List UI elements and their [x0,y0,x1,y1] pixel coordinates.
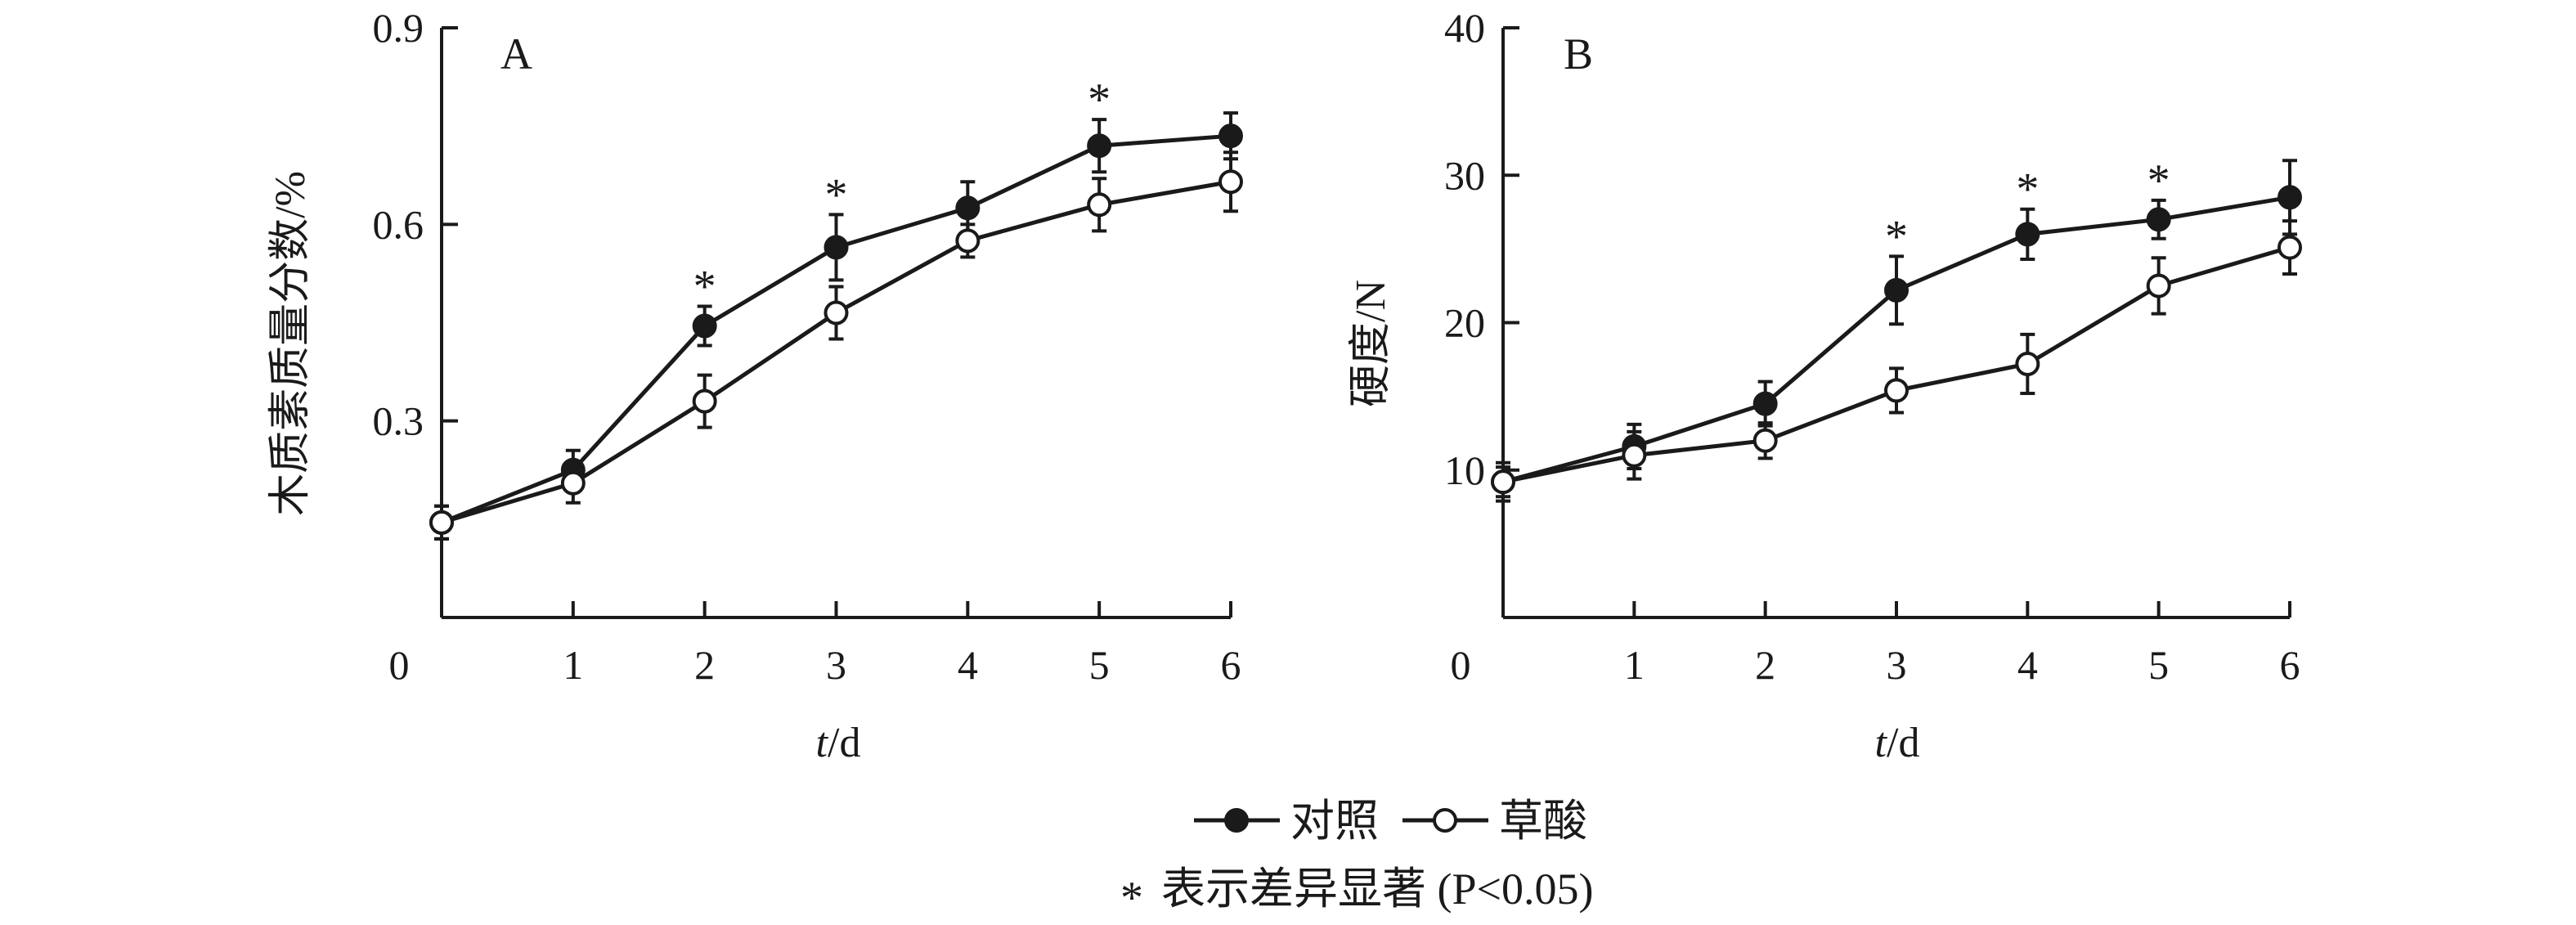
panel-a-significance-star: * [1088,74,1111,125]
panel-b-oxalic-point [2146,273,2171,299]
panel-b-x-tick-label: 1 [1624,642,1645,688]
panel-b-control-point [1752,391,1778,416]
legend-oxalic-marker [1433,808,1457,833]
panel-b-oxalic-point [1491,469,1515,495]
panel-b-label: B [1564,29,1593,79]
panel-a-x-tick-label: 6 [1221,642,1241,688]
panel-a-oxalic-point [1087,192,1112,218]
panel-b-oxalic-point [1884,378,1909,403]
panel-b-significance-star: * [2016,164,2039,215]
legend-control-marker [1224,808,1249,833]
panel-b-x-tick-label: 0 [1451,642,1471,688]
panel-a-significance-star: * [693,261,716,312]
panel-a-control-point [1218,123,1243,149]
panel-a-x-title-italic: t [816,720,829,766]
panel-b-y-tick-label: 10 [1444,447,1485,493]
panel-a-oxalic-point [692,388,717,414]
panel-b-x-title-italic: t [1875,720,1888,766]
panel-b-significance-star: * [2147,155,2170,206]
panel-b-x-tick-label: 2 [1755,642,1775,688]
legend: 对照 草酸 * 表示差异显著 (P<0.05) [1120,797,1593,923]
panel-a-x-tick-label: 3 [826,642,846,688]
legend-significance-note: 表示差异显著 (P<0.05) [1161,864,1593,914]
panel-b-y-tick-label: 20 [1444,300,1485,346]
panel-b-significance-star: * [1885,211,1908,262]
panel-a-y-tick-label: 0.3 [373,398,424,444]
panel-a-oxalic-point [1218,169,1243,195]
panel-b-control-point [1884,277,1909,303]
panel-b-control-point [2146,207,2171,232]
panel-a-x-title-unit: /d [828,720,860,766]
panel-a-control-point [1087,133,1112,159]
legend-oxalic-label: 草酸 [1499,797,1587,846]
legend-significance-star: * [1120,873,1143,923]
panel-b-x-axis-title: t/d [1875,720,1920,766]
panel-a-x-tick-label: 4 [958,642,978,688]
panel-b-x-title-unit: /d [1887,720,1919,766]
panel-b-chart: B 硬度/N t/d 10 20 30 40 0 1 2 3 4 5 6 * * * [1348,5,2302,766]
panel-a-oxalic-point [429,510,454,535]
panel-a-x-tick-label: 1 [563,642,583,688]
panel-a-oxalic-point [955,228,981,254]
panel-a-control-point [692,313,717,339]
panel-a-label: A [500,29,532,79]
panel-a-control-point [955,195,981,221]
panel-b-oxalic-point [2015,351,2040,376]
panel-a-control-point [824,235,849,260]
panel-a-y-axis-title: 木质素质量分数/% [267,171,314,516]
panel-a-x-axis-title: t/d [816,720,861,766]
panel-a-y-tick-label: 0.6 [373,201,424,247]
panel-b-oxalic-point [2278,235,2302,260]
panel-b-y-tick-label: 30 [1444,152,1485,198]
panel-a-x-tick-label: 5 [1089,642,1110,688]
panel-b-control-point [2015,222,2040,247]
panel-b-x-tick-label: 5 [2148,642,2169,688]
panel-b-y-axis-title: 硬度/N [1348,280,1394,407]
panel-b-y-tick-label: 40 [1444,5,1485,51]
legend-control-label: 对照 [1290,797,1379,846]
panel-a-oxalic-point [560,470,586,496]
panel-a-x-tick-label: 2 [694,642,715,688]
panel-b-x-tick-label: 4 [2017,642,2038,688]
panel-a-significance-star: * [825,169,848,220]
panel-b-oxalic-point [1752,428,1778,453]
panel-b-x-tick-label: 6 [2280,642,2300,688]
panel-b-oxalic-point [1622,442,1647,468]
panel-a-x-tick-label: 0 [389,642,410,688]
panel-b-control-point [2278,185,2302,210]
panel-a-oxalic-point [824,300,849,326]
panel-a-chart: A 木质素质量分数/% t/d 0.3 0.6 0.9 0 1 2 3 4 5 6 * * * [267,5,1243,766]
panel-a-y-tick-label: 0.9 [373,5,424,51]
panel-b-x-tick-label: 3 [1887,642,1907,688]
